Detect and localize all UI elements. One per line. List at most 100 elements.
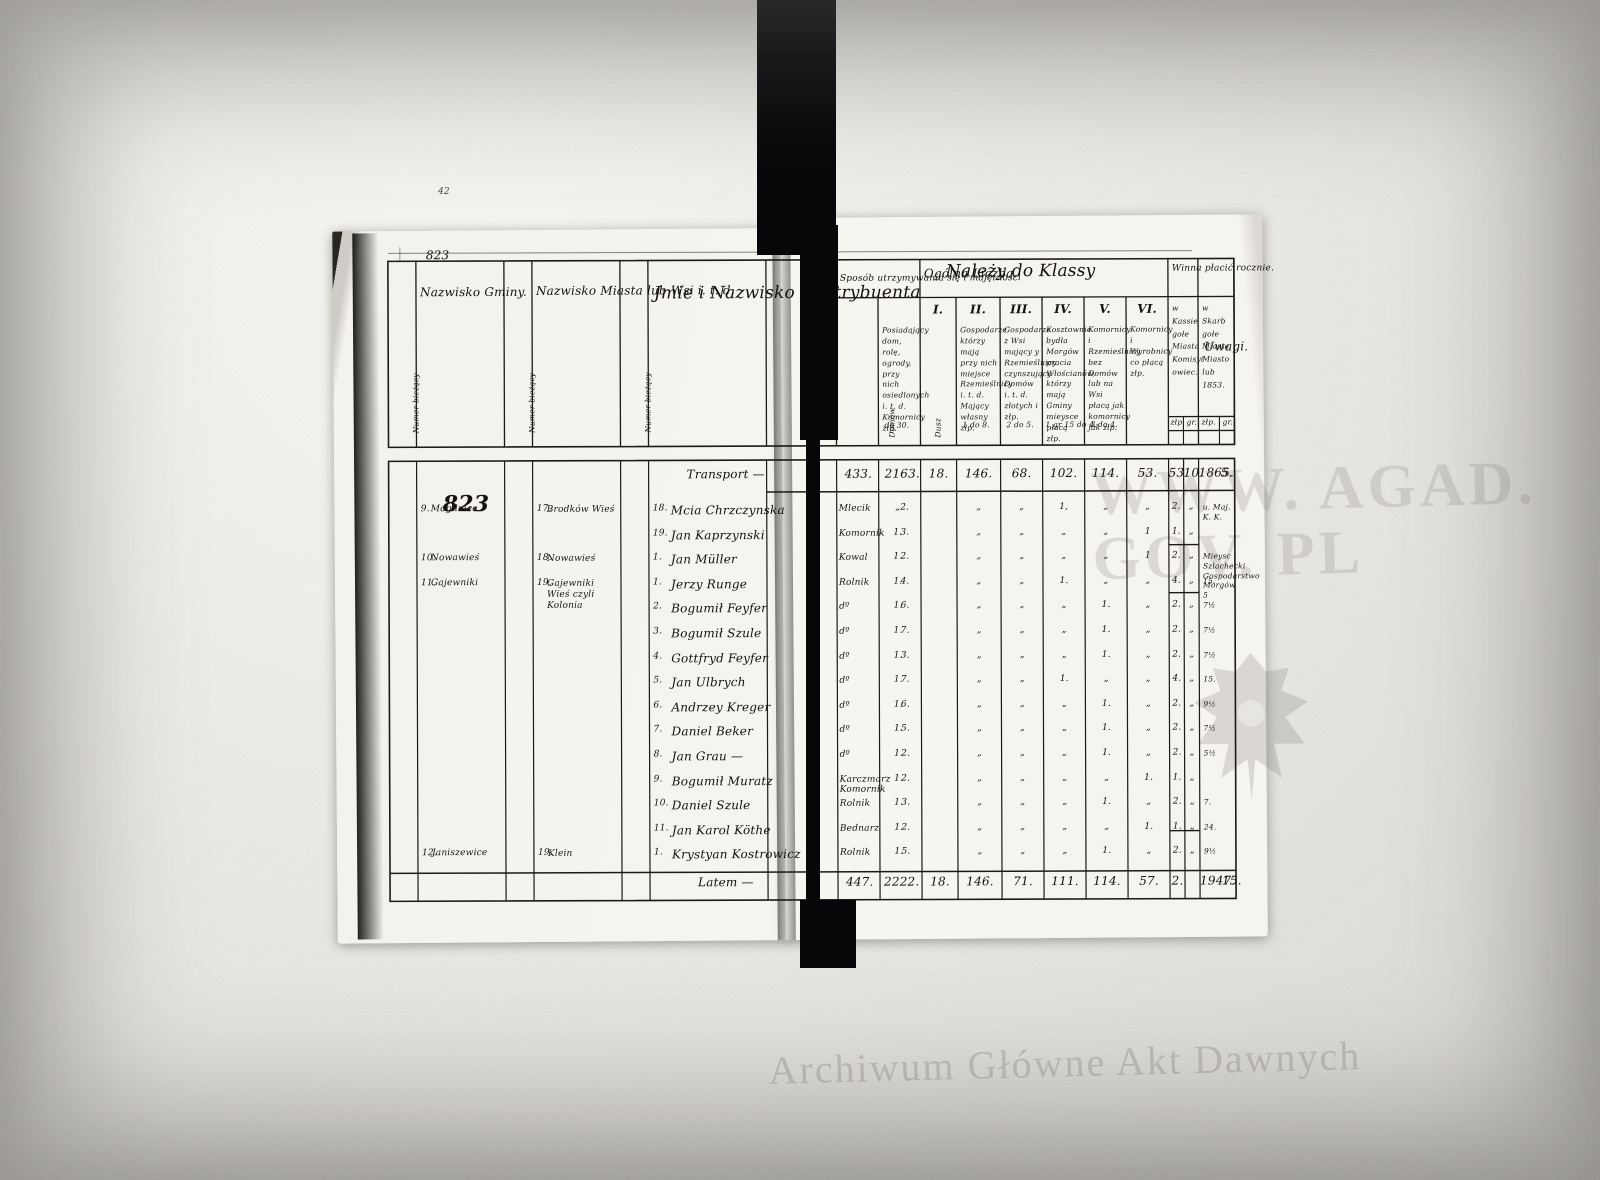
row-2-name: Jan Müller xyxy=(670,552,737,567)
header-gmina-number: Numer bieżący xyxy=(411,373,421,434)
total-klasa-4: 111. xyxy=(1051,873,1079,889)
row-13-klasa-3: „ xyxy=(1020,821,1026,832)
row-14-name: Krystyan Kostrowicz xyxy=(671,847,801,862)
row-6-klasa-3: „ xyxy=(1019,649,1025,660)
row-11-klasa-5: „ xyxy=(1104,772,1110,783)
row-1-klasa-2: „ xyxy=(976,526,982,537)
row-6-dusze: 3. xyxy=(900,650,910,661)
row-0-dusze: 2. xyxy=(900,502,910,513)
row-12-klasa-4: „ xyxy=(1062,797,1068,808)
header-klasa-II: II. xyxy=(969,302,987,317)
header-klasa-desc-2: Gospodarze którzy mają przy nich miejsce… xyxy=(960,325,1013,433)
header-klasa-desc-6: Komornicy i Wyrobnicy co płacą złp. xyxy=(1130,324,1173,378)
transport-klasa-2: 146. xyxy=(964,466,993,481)
row-9-klasa-3: „ xyxy=(1020,723,1025,734)
scan-artifact-bar-bottom xyxy=(800,900,856,968)
transport-place-2: 10. xyxy=(1183,465,1204,480)
row-11-klasa-2: „ xyxy=(977,772,983,783)
row-5-klasa-6: „ xyxy=(1145,624,1151,635)
spine-shadow xyxy=(352,233,384,940)
row-8-place-1: 2. xyxy=(1172,698,1182,709)
row-14-miasto: Klein xyxy=(547,849,573,860)
row-12-klasa-5: 1. xyxy=(1102,797,1112,808)
row-9-name: Daniel Beker xyxy=(671,724,754,739)
row-14-place-1: 2. xyxy=(1172,846,1182,857)
row-8-person-number: 6. xyxy=(653,700,663,711)
scan-artifact-bar-low xyxy=(800,225,838,440)
row-3-klasa-5: „ xyxy=(1103,575,1109,586)
row-13-dusze: 2. xyxy=(901,822,911,833)
header-klasa-range-4: 1 gr 15 do 4. xyxy=(1045,419,1097,430)
row-2-klasa-4: „ xyxy=(1061,551,1067,562)
row-9-klasa-2: „ xyxy=(977,723,982,734)
row-7-uwagi: 15. xyxy=(1203,674,1216,684)
row-1-dusze: 3. xyxy=(900,527,910,538)
row-6-name: Gottfryd Feyfer xyxy=(671,650,769,665)
row-14-klasa-2: „ xyxy=(977,846,983,857)
row-5-place-2: „ xyxy=(1189,624,1195,635)
ledger-table: 823 Numer bieżący Nazwisko Gminy. Numer … xyxy=(386,244,1274,907)
row-11-place-1: 1. xyxy=(1172,772,1182,783)
row-10-klasa-5: 1. xyxy=(1102,747,1112,758)
transport-dusze: 2163. xyxy=(884,466,920,481)
total-klasa-2: 146. xyxy=(966,874,994,889)
row-2-klasa-6: 1 xyxy=(1144,550,1151,561)
total-label: Latem — xyxy=(698,875,754,890)
total-place-4: 15. xyxy=(1222,873,1242,888)
row-13-uwagi: 24. xyxy=(1203,822,1217,832)
row-14-place-2: „ xyxy=(1189,845,1195,856)
row-11-klasa-4: „ xyxy=(1062,772,1068,783)
row-9-person-number: 7. xyxy=(653,724,663,735)
row-0-klasa-4: 1, xyxy=(1059,502,1069,513)
transport-klasa-4: 102. xyxy=(1049,465,1078,481)
row-5-dusze: 7. xyxy=(900,625,910,636)
row-4-place-2: „ xyxy=(1189,599,1195,610)
row-2-klasa-2: „ xyxy=(976,551,982,562)
row-3-klasa-3: „ xyxy=(1019,575,1025,586)
row-11-place-2: „ xyxy=(1189,772,1195,783)
row-0-uwagi: u. Maj. K. K. xyxy=(1202,502,1231,522)
row-4-dusze: 6. xyxy=(900,600,910,611)
row-8-klasa-5: 1. xyxy=(1101,698,1111,709)
row-4-klasa-5: 1. xyxy=(1101,600,1111,611)
row-10-klasa-2: „ xyxy=(977,748,983,759)
row-13-klasa-4: „ xyxy=(1062,821,1068,832)
row-14-klasa-4: „ xyxy=(1062,846,1068,857)
row-3-person-number: 1. xyxy=(652,577,663,588)
row-11-dusze: 2. xyxy=(901,773,911,784)
total-place-1: 2. xyxy=(1171,873,1184,888)
row-9-klasa-4: „ xyxy=(1062,723,1067,734)
row-7-place-1: 4. xyxy=(1172,673,1182,684)
row-14-gmina: Janiszewice xyxy=(431,848,488,859)
row-7-name: Jan Ulbrych xyxy=(671,675,746,690)
transport-domy: 433. xyxy=(844,466,873,481)
header-klasa-V: V. xyxy=(1099,301,1111,316)
row-13-person-number: 11. xyxy=(653,823,669,834)
transport-klasa-1: 18. xyxy=(928,466,949,481)
header-place-skarb: w Skarb gołe Miasta Miasto lub 1853. xyxy=(1202,303,1230,390)
header-miasto: Nazwisko Miasta lub Wsi i. t. d. xyxy=(535,283,735,298)
transport-klasa-3: 68. xyxy=(1011,466,1032,481)
transport-klasa-6: 53. xyxy=(1137,465,1158,480)
row-3-place-2: „ xyxy=(1189,575,1194,586)
header-klasa-desc-1: Posiadający dom, rolę, ogrody, przy nich… xyxy=(882,325,930,433)
header-klasa-desc-3: Gospodarze z Wsi mający y Rzemieślnicy c… xyxy=(1004,325,1057,422)
row-0-klasa-2: „ xyxy=(976,502,982,513)
row-12-klasa-3: „ xyxy=(1020,797,1026,808)
row-0-klasa-6: „ xyxy=(1145,501,1151,512)
row-0-gmina: Mogilnice xyxy=(430,504,478,515)
header-klasa-I: I. xyxy=(932,302,944,317)
row-1-klasa-6: 1 xyxy=(1144,526,1151,537)
row-4-name: Bogumił Feyfer xyxy=(671,601,768,616)
row-13-place-1: 1. xyxy=(1172,821,1182,832)
row-8-place-2: „ xyxy=(1189,698,1195,709)
header-klasa-desc-5: Komornicy i Rzemieślnicy bez Domów lub n… xyxy=(1088,324,1141,432)
row-9-place-2: „ xyxy=(1189,722,1195,733)
row-13-place-2: „ xyxy=(1189,821,1195,832)
total-klasa-5: 114. xyxy=(1093,873,1121,888)
row-14-klasa-5: 1. xyxy=(1102,846,1112,857)
row-5-klasa-3: „ xyxy=(1019,625,1025,636)
row-4-klasa-4: „ xyxy=(1061,600,1067,611)
row-2-klasa-5: „ xyxy=(1103,551,1109,562)
